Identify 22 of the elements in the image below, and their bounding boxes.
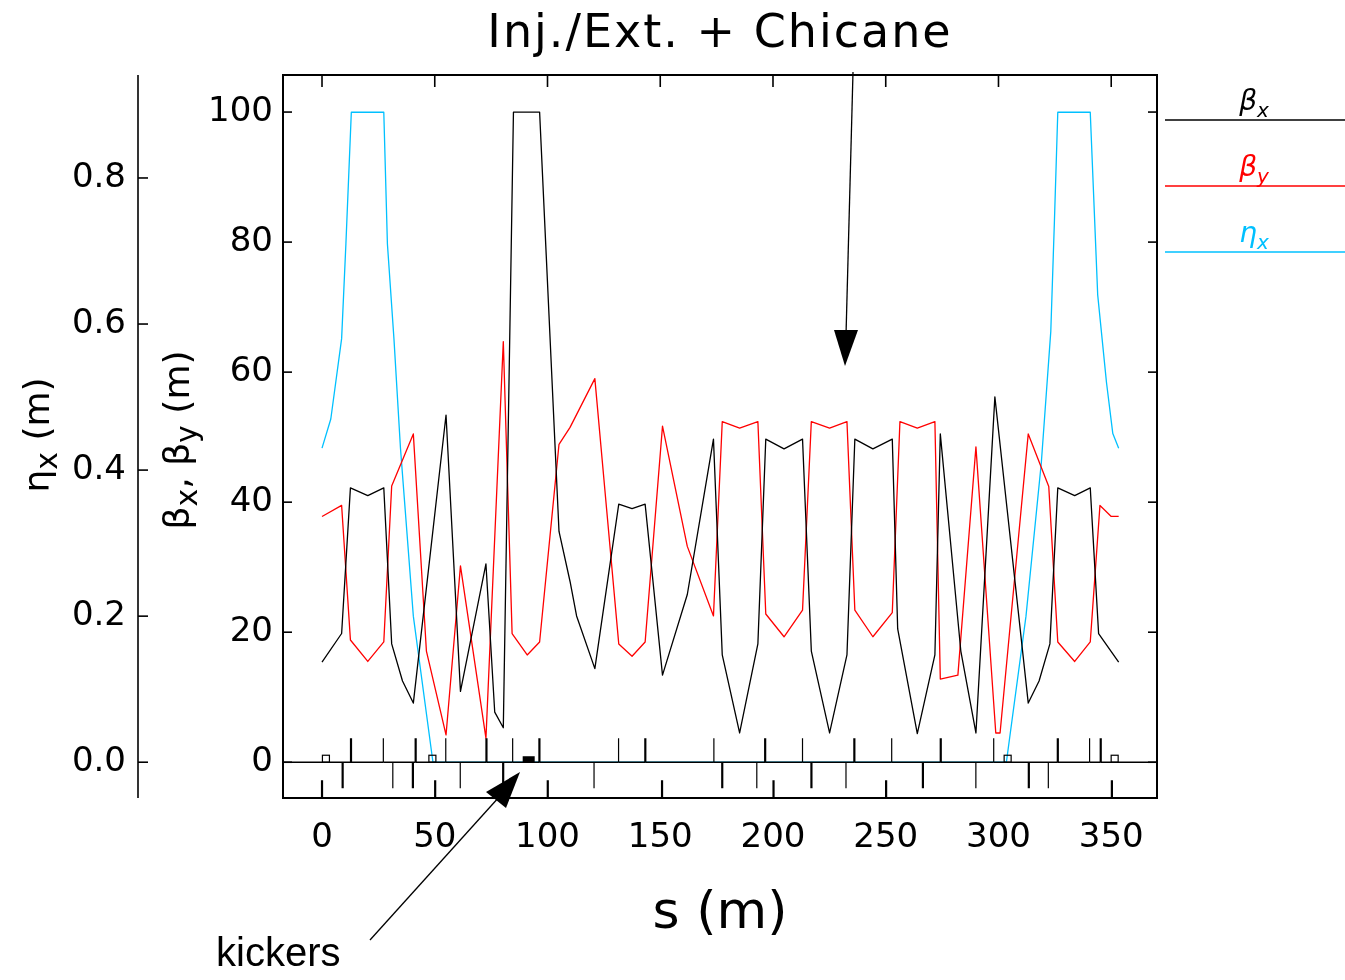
y2-tick-label: 0.8 (71, 154, 126, 195)
y2-tick-label: 0.4 (71, 446, 126, 487)
y2-tick-label: 0.2 (71, 592, 126, 633)
y-tick-label: 80 (229, 218, 273, 259)
y-tick-label: 20 (229, 609, 273, 650)
y2-tick-label: 0.0 (71, 739, 126, 780)
x-tick-label: 250 (853, 815, 919, 856)
x-tick-label: 150 (627, 815, 693, 856)
x-axis-title: s (m) (652, 880, 788, 940)
x-tick-label: 0 (311, 815, 333, 856)
y-tick-label: 0 (251, 739, 273, 780)
x-tick-label: 50 (413, 815, 457, 856)
y-tick-label: 40 (229, 479, 273, 519)
x-tick-label: 350 (1078, 815, 1144, 856)
y2-tick-label: 0.6 (71, 300, 126, 341)
y-tick-label: 60 (229, 348, 273, 389)
x-tick-label: 100 (515, 815, 580, 856)
y-tick-label: 100 (208, 88, 273, 129)
chart-title: Inj./Ext. + Chicane (486, 4, 954, 58)
x-tick-label: 300 (966, 815, 1031, 856)
text: kickers (216, 930, 341, 975)
x-tick-label: 200 (740, 815, 806, 856)
